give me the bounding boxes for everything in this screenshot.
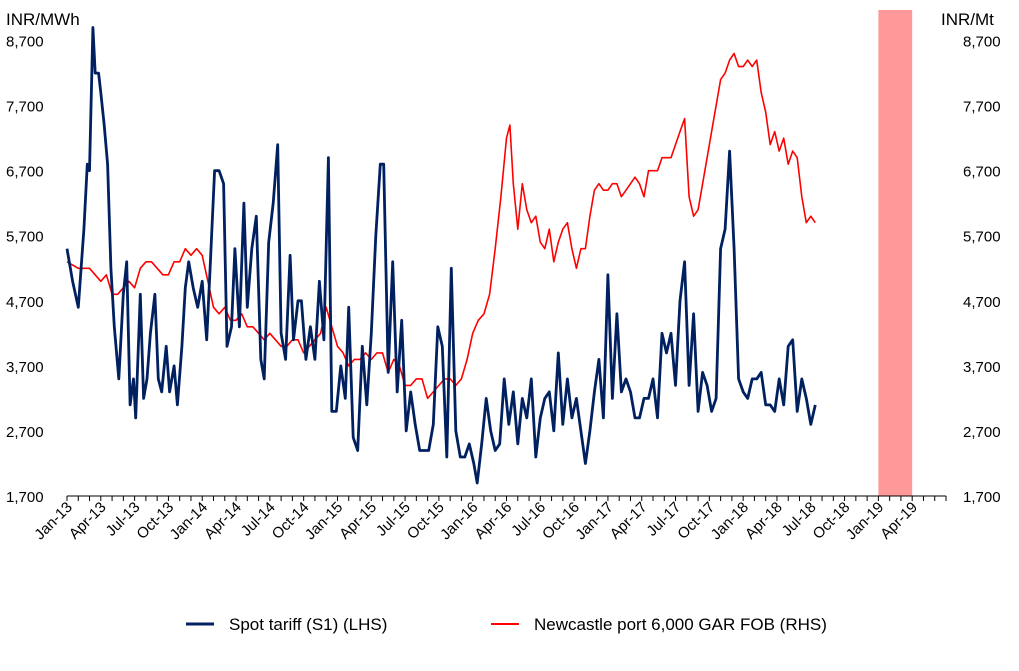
y-right-tick-label: 4,700 [963, 294, 1001, 311]
series-line-spot-tariff [65, 26, 817, 485]
y-left-unit-label: INR/MWh [6, 10, 80, 29]
y-right-tick-label: 1,700 [963, 489, 1001, 506]
y-right-tick-label: 2,700 [963, 424, 1001, 441]
x-tick-label: Apr-16 [471, 499, 515, 543]
x-tick-label: Apr-18 [742, 499, 786, 543]
x-tick-label: Jan-16 [437, 499, 481, 543]
plot-shaded-region [878, 10, 913, 496]
x-tick-label: Jan-14 [167, 499, 211, 543]
y-right-unit-label: INR/Mt [941, 10, 994, 29]
x-tick-label: Apr-13 [66, 499, 110, 543]
series-line-newcastle [66, 52, 816, 400]
legend-label-spot-tariff: Spot tariff (S1) (LHS) [229, 615, 387, 634]
x-tick-label: Apr-14 [201, 499, 245, 543]
y-right-ticks: 8,700 7,700 6,700 5,700 4,700 3,700 2,700 1,700 [963, 34, 1001, 506]
x-tick-label: Jan-18 [708, 499, 752, 543]
y-left-tick-label: 5,700 [6, 229, 44, 246]
y-right-tick-label: 5,700 [963, 229, 1001, 246]
series-layer [65, 26, 817, 485]
x-ticks [66, 496, 947, 501]
y-left-tick-label: 6,700 [6, 164, 44, 181]
y-right-tick-label: 8,700 [963, 34, 1001, 51]
x-tick-label: Apr-15 [336, 499, 380, 543]
y-left-ticks: 8,700 7,700 6,700 5,700 4,700 3,700 2,700 1,700 [6, 34, 44, 506]
y-right-tick-label: 7,700 [963, 99, 1001, 116]
y-left-tick-label: 1,700 [6, 489, 44, 506]
x-tick-label: Apr-17 [607, 499, 651, 543]
y-left-tick-label: 8,700 [6, 34, 44, 51]
x-tick-labels: Jan-13Apr-13Jul-13Oct-13Jan-14Apr-14Jul-… [31, 499, 921, 543]
legend: Spot tariff (S1) (LHS) Newcastle port 6,… [186, 615, 827, 634]
y-right-tick-label: 6,700 [963, 164, 1001, 181]
y-right-tick-label: 3,700 [963, 359, 1001, 376]
legend-label-newcastle: Newcastle port 6,000 GAR FOB (RHS) [534, 615, 827, 634]
y-left-tick-label: 7,700 [6, 99, 44, 116]
x-tick-label: Apr-19 [877, 499, 921, 543]
y-left-tick-label: 2,700 [6, 424, 44, 441]
x-tick-label: Jan-15 [302, 499, 346, 543]
y-left-tick-label: 3,700 [6, 359, 44, 376]
x-tick-label: Jan-19 [843, 499, 887, 543]
x-tick-label: Jan-17 [572, 499, 616, 543]
y-left-tick-label: 4,700 [6, 294, 44, 311]
